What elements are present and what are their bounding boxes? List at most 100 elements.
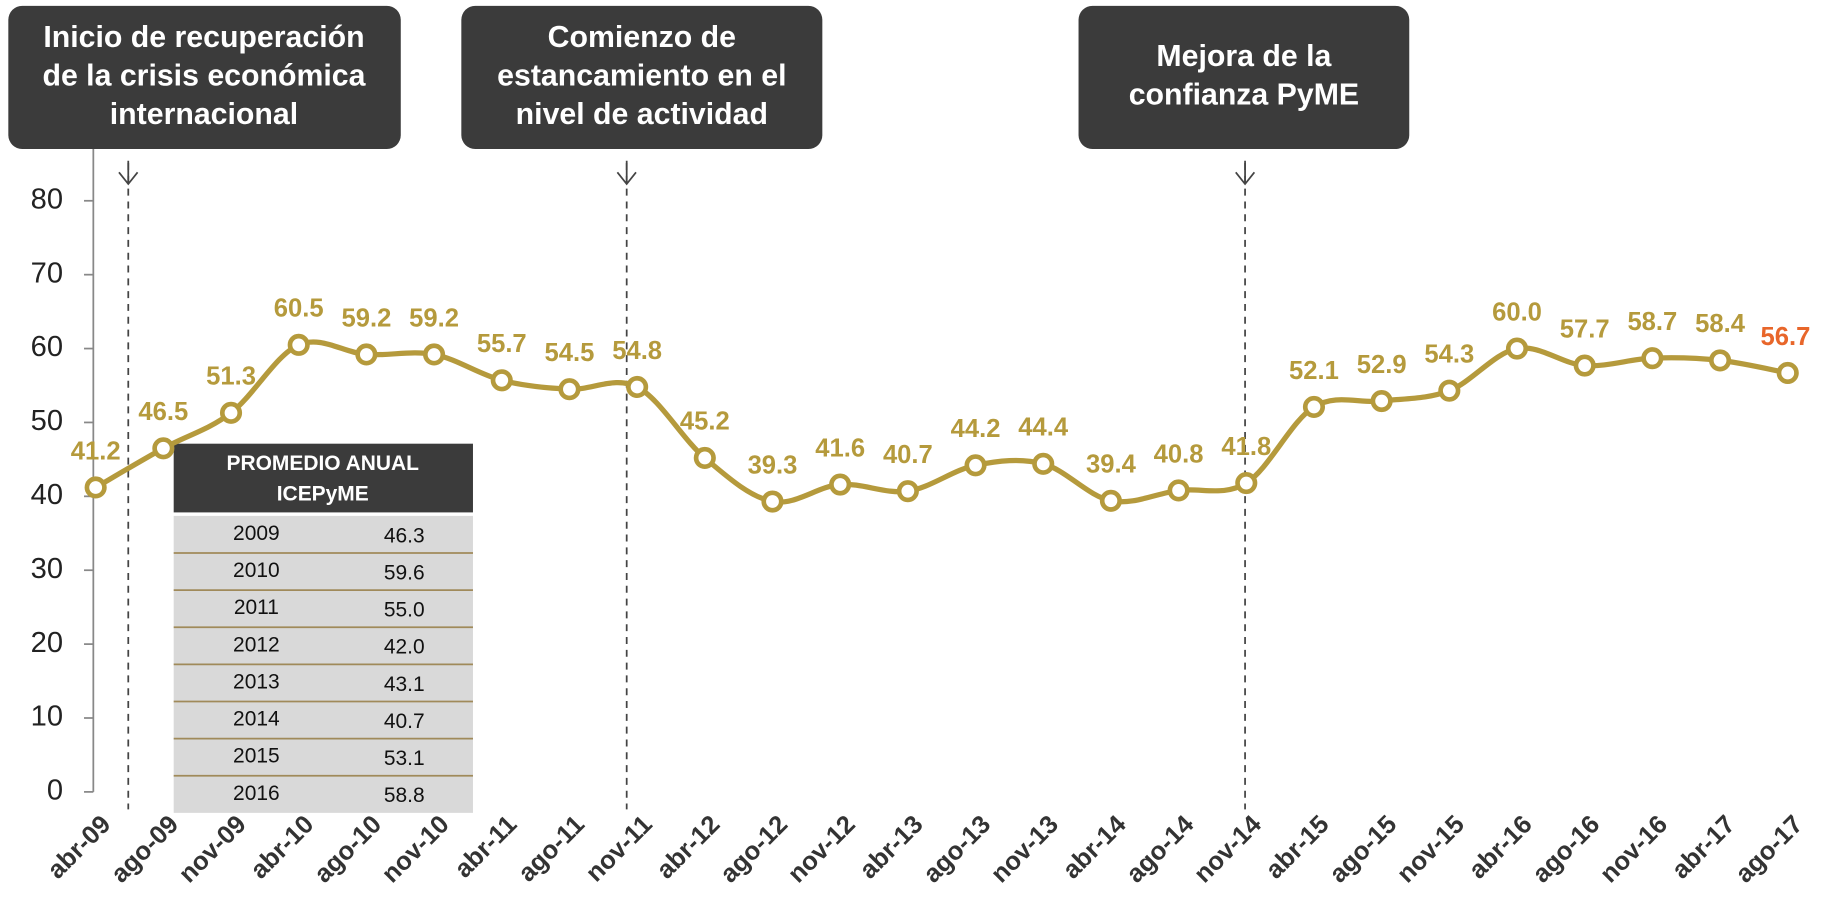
y-tick-label: 70 — [31, 257, 63, 289]
x-tick-label: ago-09 — [106, 810, 184, 888]
data-label: 52.1 — [1289, 357, 1339, 385]
data-label: 55.7 — [477, 330, 527, 358]
data-point — [1573, 354, 1596, 377]
data-label: 44.4 — [1018, 414, 1069, 442]
data-label: 59.2 — [341, 304, 391, 332]
annotation-arrow — [118, 160, 139, 186]
y-tick-label: 20 — [31, 627, 63, 659]
data-label: 41.8 — [1221, 433, 1271, 461]
annotation-box — [461, 5, 823, 150]
table-cell: 2012 — [233, 633, 280, 656]
x-tick-label: ago-12 — [715, 810, 793, 888]
data-label: 41.2 — [71, 437, 121, 465]
data-label: 54.3 — [1424, 341, 1474, 369]
data-point — [1776, 361, 1799, 385]
table-cell: 2011 — [234, 596, 279, 619]
table-cell: 2014 — [233, 708, 280, 731]
data-point — [1302, 395, 1326, 418]
table-header-text: ICEPyME — [277, 482, 369, 505]
data-point — [219, 401, 243, 424]
data-label: 45.2 — [680, 408, 730, 436]
y-tick-label: 80 — [31, 183, 63, 215]
x-tick-label: nov-10 — [377, 810, 455, 888]
x-tick-label: nov-14 — [1189, 810, 1268, 889]
y-tick-label: 30 — [31, 553, 63, 585]
table-cell: 40.7 — [384, 710, 425, 733]
table-cell: 46.3 — [384, 524, 425, 547]
annotation-text: Inicio de recuperación — [43, 21, 364, 54]
y-tick-label: 60 — [31, 331, 63, 363]
data-point — [1505, 337, 1529, 360]
x-tick-label: nov-09 — [174, 810, 252, 888]
table-cell: 2010 — [233, 559, 280, 582]
data-label: 60.0 — [1492, 298, 1542, 326]
table-cell: 2013 — [233, 670, 280, 693]
x-tick-label: abr-17 — [1667, 810, 1741, 884]
data-point — [1032, 452, 1055, 475]
table-header-text: PROMEDIO ANUAL — [227, 452, 420, 475]
data-point — [423, 343, 446, 366]
table-cell: 59.6 — [384, 561, 425, 584]
x-tick-label: abr-09 — [42, 810, 116, 884]
x-tick-label: abr-10 — [245, 810, 319, 884]
data-label: 51.3 — [206, 363, 256, 391]
annotation-arrow — [1235, 160, 1256, 186]
table-header — [173, 443, 473, 513]
annotation-text: Mejora de la — [1156, 40, 1332, 73]
x-tick-label: ago-10 — [309, 810, 387, 888]
x-tick-label: ago-17 — [1730, 810, 1808, 888]
annotation-text: nivel de actividad — [516, 98, 768, 131]
data-label: 60.5 — [274, 295, 324, 323]
x-tick-label: ago-14 — [1121, 810, 1200, 889]
table: PROMEDIO ANUAL ICEPyME 2009 46.3 2010 59.6 201… — [173, 443, 473, 813]
data-point — [152, 437, 175, 460]
annotation-box — [8, 5, 401, 150]
x-tick-label: abr-16 — [1464, 810, 1538, 884]
table-cell: 43.1 — [384, 673, 425, 696]
x-tick-label: nov-15 — [1392, 810, 1470, 888]
data-label: 57.7 — [1560, 315, 1610, 343]
x-tick-label: nov-16 — [1595, 810, 1673, 888]
data-label: 56.7 — [1760, 323, 1810, 351]
data-point — [761, 490, 784, 513]
annotation-arrow — [616, 160, 637, 186]
data-point — [1438, 379, 1461, 402]
x-tick-label: nov-13 — [986, 810, 1064, 888]
data-point — [355, 343, 378, 366]
data-label: 54.8 — [612, 337, 662, 365]
table-cell: 42.0 — [384, 636, 425, 659]
data-label: 41.6 — [815, 434, 865, 462]
data-point — [626, 375, 649, 399]
annotation-text: internacional — [110, 98, 298, 131]
data-point — [558, 378, 581, 401]
annotation-box — [1078, 5, 1410, 150]
data-point — [829, 473, 852, 496]
x-tick-label: abr-11 — [449, 810, 522, 883]
y-tick-label: 0 — [47, 775, 63, 807]
data-point — [1235, 471, 1258, 495]
x-tick-label: ago-11 — [513, 810, 590, 887]
x-tick-label: abr-15 — [1260, 810, 1334, 884]
data-point — [964, 454, 987, 477]
data-point — [287, 333, 310, 356]
x-tick-label: ago-16 — [1527, 810, 1605, 888]
table-cell: 53.1 — [384, 747, 425, 770]
data-label: 52.9 — [1357, 351, 1407, 379]
data-point — [1370, 389, 1393, 413]
x-tick-label: abr-12 — [651, 810, 725, 884]
x-tick-label: abr-13 — [854, 810, 928, 884]
data-label: 54.5 — [545, 339, 595, 367]
data-point — [1708, 349, 1732, 372]
table-cell: 55.0 — [384, 599, 425, 622]
data-point — [896, 480, 919, 503]
data-point — [84, 476, 107, 499]
data-point — [490, 369, 513, 392]
data-point — [1099, 489, 1122, 512]
table-cell: 2015 — [233, 745, 280, 768]
y-tick-label: 10 — [31, 701, 63, 733]
table-cell: 2016 — [233, 782, 280, 805]
annotation-text: estancamiento en el — [497, 59, 786, 92]
data-label: 40.8 — [1154, 440, 1204, 468]
table-cell: 2009 — [233, 522, 280, 545]
